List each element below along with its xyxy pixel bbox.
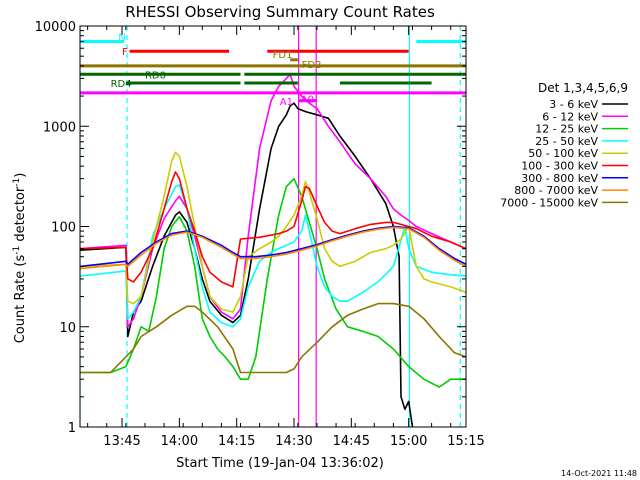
state-label-f: F — [122, 47, 128, 58]
legend-label: 6 - 12 keV — [542, 110, 598, 123]
legend-entry-7000-15000-kev: 7000 - 15000 keV — [500, 196, 628, 209]
legend-entry-25-50-kev: 25 - 50 keV — [535, 135, 628, 148]
legend-entry-50-100-kev: 50 - 100 keV — [528, 147, 628, 160]
series-line-100-300-kev — [80, 171, 466, 288]
series-line-3-6-kev — [80, 102, 414, 427]
plot-area — [80, 26, 466, 427]
legend-entry-800-7000-kev: 800 - 7000 keV — [514, 184, 628, 197]
legend-label: 12 - 25 keV — [535, 123, 598, 136]
y-tick-label: 100 — [51, 221, 76, 236]
series-line-25-50-kev — [80, 184, 466, 328]
series-line-7000-15000-kev — [80, 302, 466, 374]
y-tick-label: 10 — [59, 321, 76, 336]
state-label-a1: A1 — [280, 97, 293, 108]
legend-entry-12-25-kev: 12 - 25 keV — [535, 123, 628, 136]
legend-entry-3-6-kev: 3 - 6 keV — [549, 98, 628, 111]
x-axis-label: Start Time (19-Jan-04 13:36:02) — [176, 456, 384, 471]
legend-label: 800 - 7000 keV — [514, 184, 598, 197]
legend-title: Det 1,3,4,5,6,9 — [538, 81, 628, 95]
x-tick-label: 14:00 — [161, 434, 198, 449]
state-label-fd1: FD1 — [273, 50, 293, 61]
legend-label: 7000 - 15000 keV — [500, 196, 598, 209]
x-tick-label: 15:15 — [447, 434, 484, 449]
legend-label: 300 - 800 keV — [521, 172, 598, 185]
chart-title: RHESSI Observing Summary Count Rates — [125, 3, 435, 21]
y-tick-label: 1 — [68, 421, 76, 436]
series-line-12-25-kev — [80, 177, 466, 388]
state-label-rd0: RD0 — [145, 70, 166, 81]
legend-entry-300-800-kev: 300 - 800 keV — [521, 172, 628, 185]
state-label-rd4: RD4 — [111, 79, 132, 90]
state-label-fd2: FD2 — [302, 60, 322, 71]
x-tick-label: 14:15 — [218, 434, 255, 449]
series-line-800-7000-kev — [80, 226, 466, 270]
x-tick-label: 15:00 — [390, 434, 427, 449]
series-line-6-12-kev — [80, 73, 466, 328]
legend-entry-100-300-kev: 100 - 300 keV — [521, 160, 628, 173]
state-label-a0: A0 — [301, 95, 314, 106]
generated-timestamp: 14-Oct-2021 11:48 — [561, 469, 637, 478]
series-line-50-100-kev — [80, 151, 466, 313]
x-tick-label: 13:45 — [103, 434, 140, 449]
x-tick-label: 14:45 — [333, 434, 370, 449]
legend-label: 3 - 6 keV — [549, 98, 598, 111]
legend-label: 25 - 50 keV — [535, 135, 598, 148]
y-axis-label: Count Rate (s-1 detector-1) — [12, 173, 28, 344]
x-tick-label: 14:30 — [275, 434, 312, 449]
legend-entry-6-12-kev: 6 - 12 keV — [542, 110, 628, 123]
state-label-n: N — [118, 33, 125, 44]
series-line-300-800-kev — [80, 225, 466, 268]
y-tick-label: 10000 — [35, 20, 76, 35]
axes: NF FD1 FD2 RD0 RD4 A1 A0 1 10 100 1000 10000 13:45 14… — [35, 20, 485, 449]
y-tick-label: 1000 — [43, 120, 76, 135]
legend-label: 100 - 300 keV — [521, 160, 598, 173]
legend-label: 50 - 100 keV — [528, 147, 598, 160]
